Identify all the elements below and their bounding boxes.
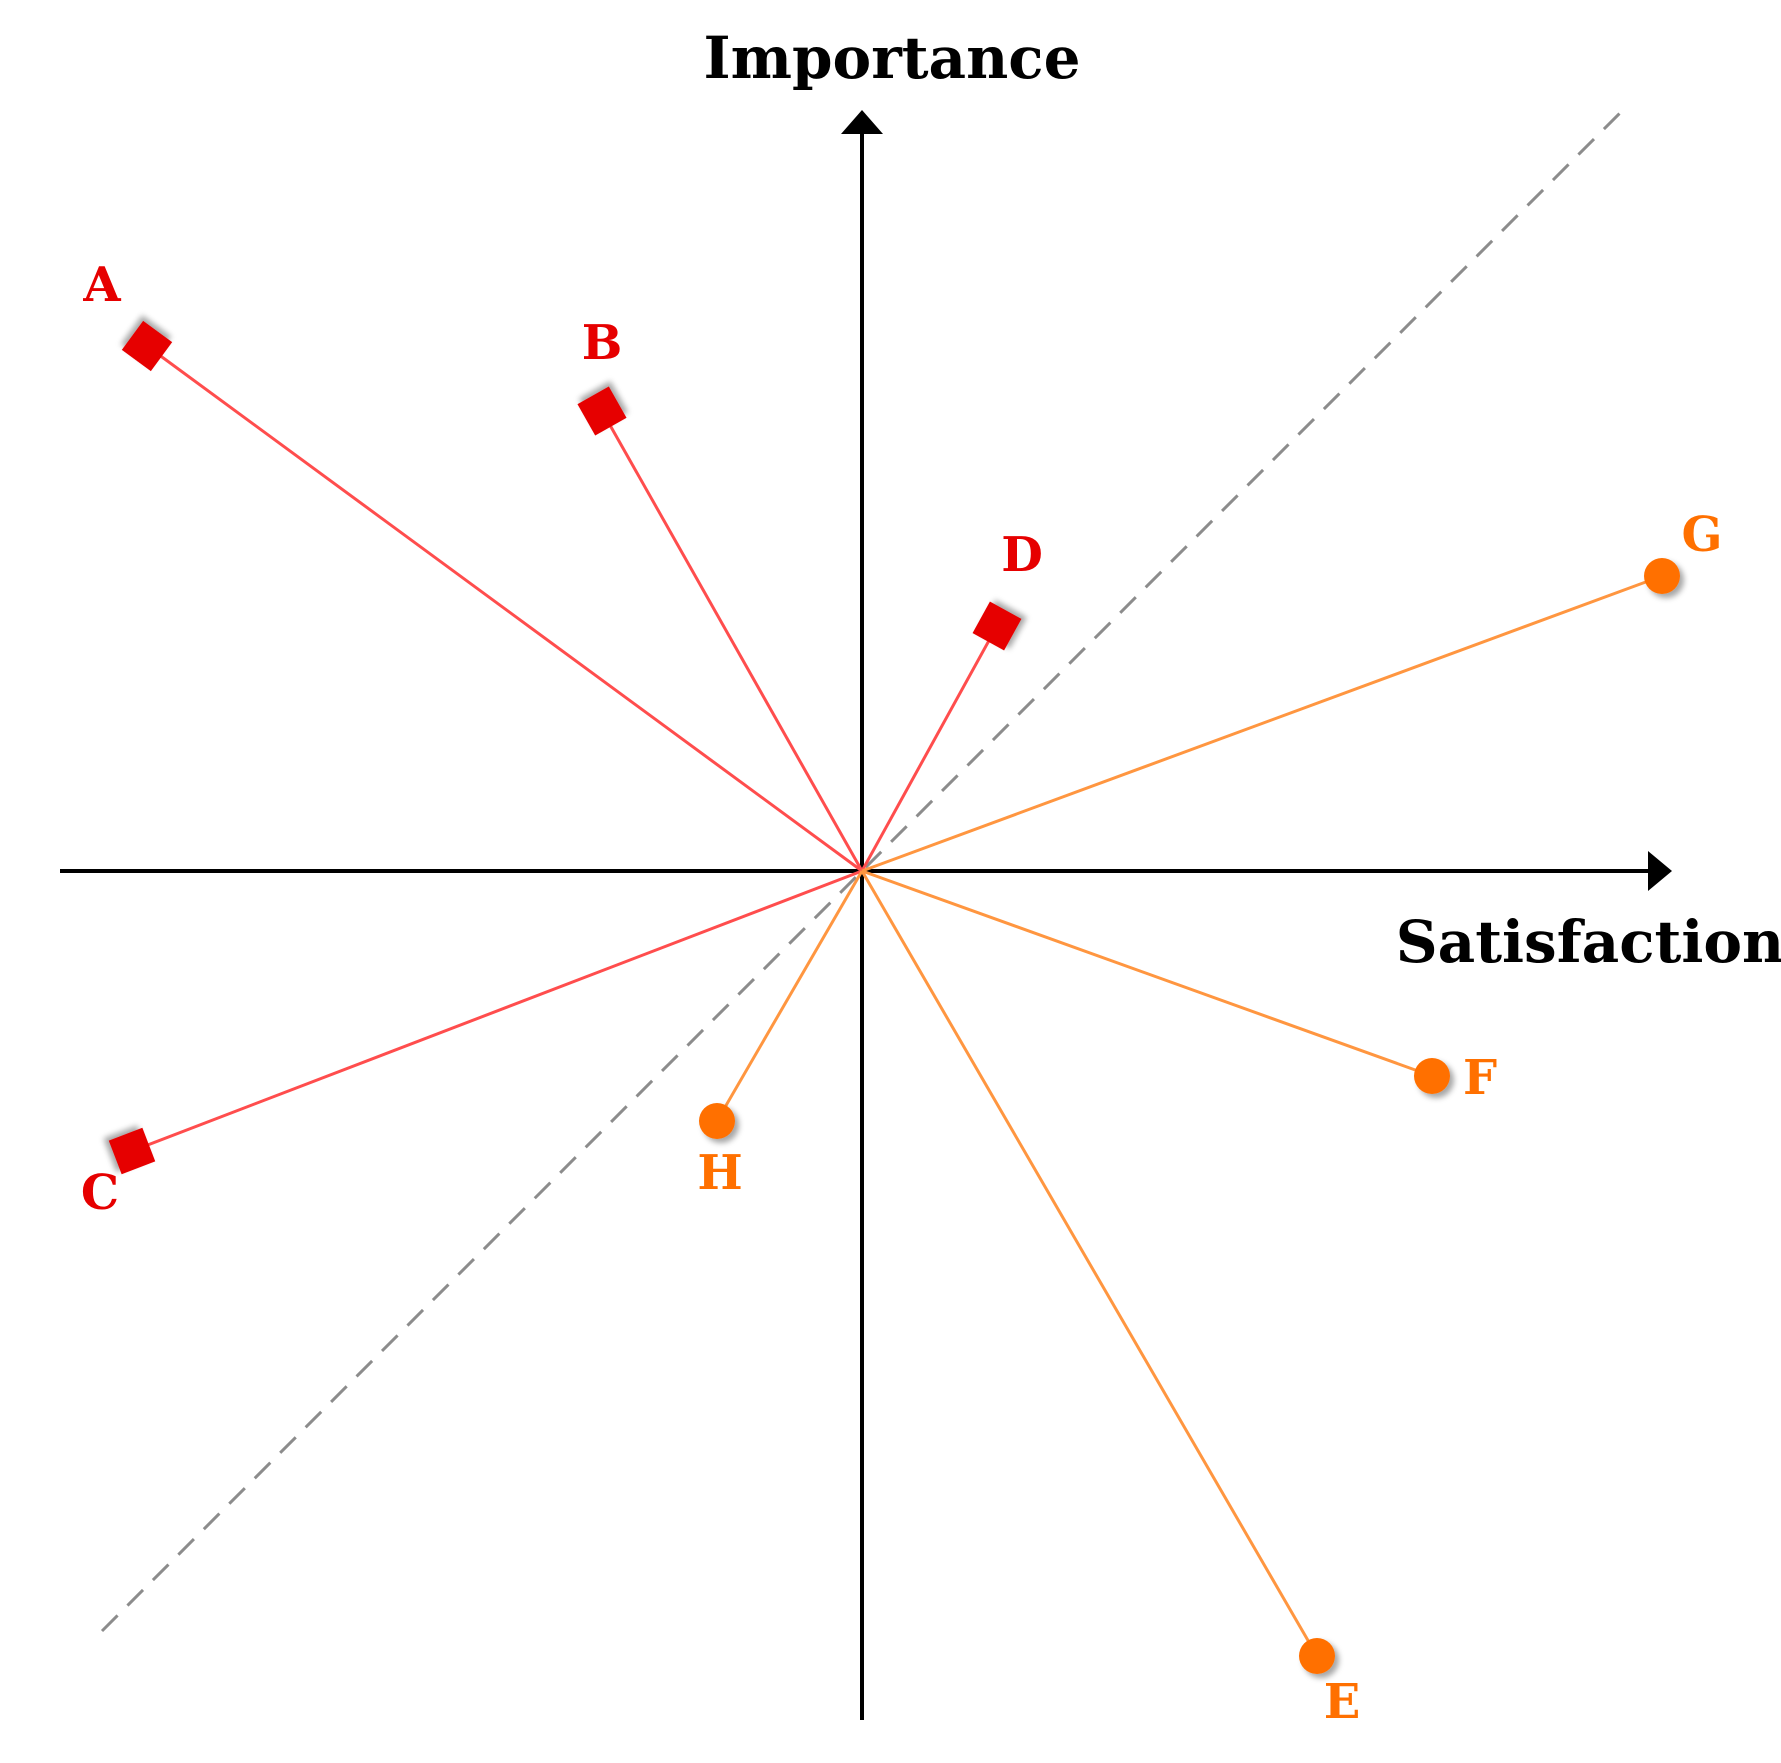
point-label-h: H [697,1145,742,1201]
vector-line-b [600,410,864,872]
square-marker-c [108,1127,156,1175]
circle-marker-h [699,1103,735,1139]
circle-marker-g [1644,558,1680,594]
vector-lines [131,344,1663,1657]
point-label-g: G [1682,507,1723,563]
point-label-d: D [1001,527,1043,583]
vector-line-c [131,869,863,1153]
vector-line-f [861,869,1433,1078]
square-marker-b [577,386,627,436]
point-label-e: E [1324,1674,1361,1730]
circle-marker-f [1414,1058,1450,1094]
vector-line-e [860,870,1319,1657]
x-axis-title: Satisfaction [1396,908,1781,976]
y-axis-title: Importance [703,24,1080,92]
vector-line-h [715,870,864,1122]
square-marker-d [972,601,1022,651]
vector-line-g [861,574,1663,873]
point-label-f: F [1463,1050,1497,1106]
point-label-c: C [81,1165,119,1221]
point-labels: A B C D E F G H [81,257,1723,1730]
point-markers [108,320,1680,1674]
point-label-b: B [582,315,623,371]
vector-line-a [146,344,863,873]
x-axis-arrowhead [1648,851,1672,891]
point-label-a: A [82,257,121,313]
vector-line-d [860,625,999,872]
circle-marker-e [1299,1638,1335,1674]
y-axis-arrowhead [841,110,883,134]
square-marker-a [121,320,173,372]
